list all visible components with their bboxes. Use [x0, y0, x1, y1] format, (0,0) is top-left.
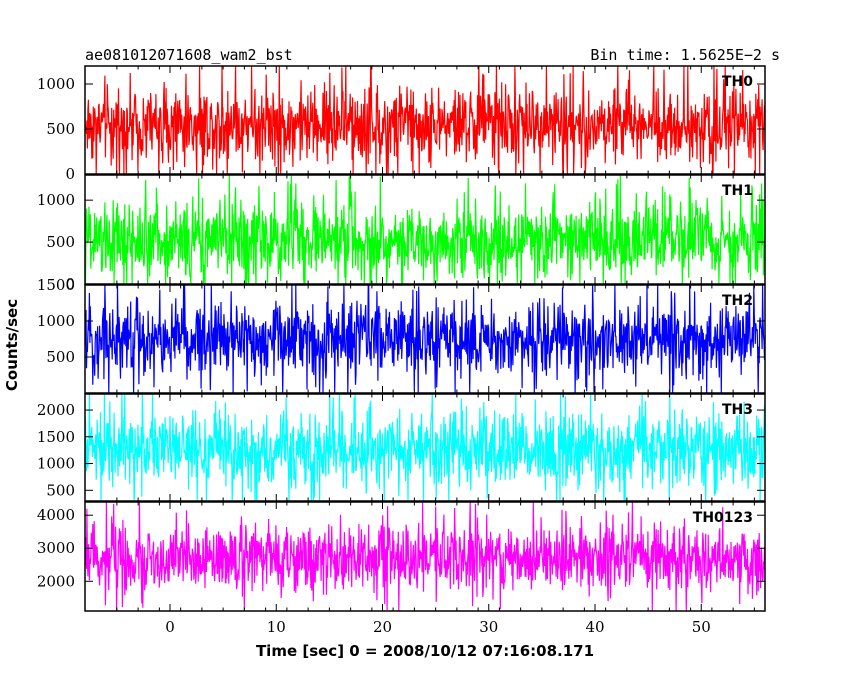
y-tick-label: 1000	[37, 455, 75, 473]
x-tick-label: 20	[373, 618, 392, 636]
y-tick-label: 1000	[37, 75, 75, 93]
y-tick-label: 0	[65, 275, 75, 293]
y-tick-label: 3000	[37, 539, 75, 557]
panel-frame	[84, 501, 766, 612]
y-tick-label: 0	[65, 165, 75, 183]
x-tick-label: 0	[165, 618, 175, 636]
panel-frame	[84, 65, 766, 175]
y-tick-label: 500	[46, 120, 75, 138]
y-tick-label: 2000	[37, 401, 75, 419]
y-tick-label: 2000	[37, 572, 75, 590]
y-axis-label: Counts/sec	[3, 299, 21, 391]
x-tick-label: 10	[267, 618, 286, 636]
panel-th2: 500 1000 1500 TH2	[37, 276, 766, 394]
panel-th1: 0 500 1000 TH1	[37, 174, 766, 293]
y-tick-label: 4000	[37, 506, 75, 524]
series-th1	[84, 174, 766, 285]
panel-label-th0123: TH0123	[693, 510, 753, 526]
panel-label-th1: TH1	[722, 183, 753, 199]
bin-time-label: Bin time: 1.5625E−2 s	[590, 46, 780, 64]
panel-label-th0: TH0	[722, 74, 753, 90]
series-th0123	[84, 501, 766, 612]
y-tick-label: 500	[46, 233, 75, 251]
panel-frame	[84, 284, 766, 394]
panel-frame	[84, 174, 766, 285]
y-tick-label: 1500	[37, 276, 75, 294]
x-tick-label: 50	[692, 618, 711, 636]
x-tick-label: 30	[479, 618, 498, 636]
panel-th0123: 2000 3000 4000 TH0123	[37, 501, 766, 612]
x-tick-label: 40	[585, 618, 604, 636]
panel-label-th2: TH2	[722, 293, 753, 309]
y-tick-label: 1000	[37, 191, 75, 209]
y-tick-label: 1500	[37, 428, 75, 446]
panel-frame	[84, 393, 766, 502]
panel-label-th3: TH3	[722, 402, 753, 418]
y-tick-label: 500	[46, 348, 75, 366]
series-th0	[84, 65, 766, 175]
panel-th0: 0 500 1000 TH0	[37, 65, 766, 183]
series-th2	[84, 284, 766, 394]
chart-title: ae081012071608_wam2_bst	[85, 46, 293, 64]
y-tick-label: 500	[46, 481, 75, 499]
y-tick-label: 1000	[37, 312, 75, 330]
x-axis-label: Time [sec] 0 = 2008/10/12 07:16:08.171	[256, 642, 594, 660]
panel-th3: 500 1000 1500 2000 TH3	[37, 393, 766, 502]
series-th3	[84, 393, 766, 502]
